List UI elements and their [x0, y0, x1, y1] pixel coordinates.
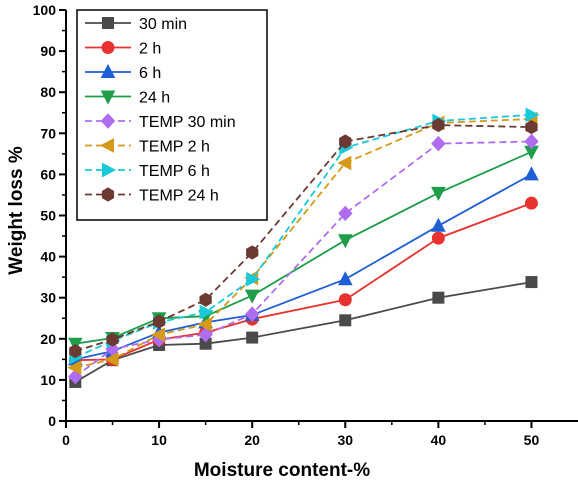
data-point-30-min — [339, 314, 352, 327]
legend-label: 6 h — [139, 65, 161, 82]
data-point-6-h — [524, 166, 539, 181]
y-tick-label: 100 — [33, 2, 57, 18]
series-layer — [67, 107, 540, 388]
data-point-30-min — [432, 291, 445, 304]
legend-marker — [101, 41, 115, 54]
data-point-temp-30-min — [245, 306, 260, 322]
data-point-temp-30-min — [198, 326, 213, 343]
plot-area: 0 10 20 30 40 50 0 10 20 30 40 50 60 70 80 90 100 — [33, 2, 578, 448]
legend-label: TEMP 6 h — [139, 163, 210, 180]
legend-item-temp-6-h: TEMP 6 h — [85, 162, 210, 180]
x-tick-label: 20 — [244, 432, 260, 448]
legend-item-30-min: 30 min — [85, 16, 187, 33]
legend-label: 24 h — [139, 90, 170, 107]
legend-marker — [102, 162, 117, 178]
series-line-24-h — [75, 150, 532, 345]
data-point-6-h — [431, 217, 446, 232]
series-line-2-h — [75, 202, 532, 362]
data-point-temp-30-min — [431, 135, 446, 152]
series-line-temp-6-h — [74, 113, 532, 359]
x-tick-label: 0 — [62, 432, 70, 448]
y-tick-label: 30 — [40, 290, 56, 306]
data-point-temp-24-h — [69, 344, 82, 359]
series-line-30-min — [74, 281, 532, 383]
x-axis-ticks: 0 10 20 30 40 50 — [62, 421, 539, 448]
data-point-temp-24-h — [246, 245, 259, 260]
y-tick-label: 0 — [48, 413, 56, 429]
x-tick-label: 40 — [431, 432, 447, 448]
series-30-min — [69, 276, 538, 388]
x-tick-label: 10 — [151, 432, 167, 448]
legend-marker — [99, 138, 114, 153]
data-point-24-h — [431, 186, 446, 201]
series-line-temp-2-h — [75, 118, 532, 369]
data-point-temp-6-h — [246, 271, 261, 287]
data-point-2-h — [431, 231, 445, 245]
y-tick-label: 90 — [40, 43, 56, 59]
data-point-temp-30-min — [524, 133, 539, 150]
data-point-temp-30-min — [338, 205, 353, 222]
data-point-temp-24-h — [199, 292, 212, 307]
data-point-temp-2-h — [197, 317, 212, 332]
data-point-24-h — [337, 234, 353, 249]
legend-label: TEMP 24 h — [139, 188, 219, 205]
data-point-temp-24-h — [106, 332, 119, 347]
legend-item-temp-24-h: TEMP 24 h — [85, 187, 219, 205]
y-tick-label: 50 — [40, 208, 56, 224]
data-point-24-h — [244, 289, 260, 304]
x-axis-title: Moisture content-% — [194, 460, 370, 481]
data-point-6-h — [337, 271, 353, 286]
legend-marker — [101, 187, 115, 202]
data-point-temp-24-h — [153, 314, 166, 329]
legend-label: TEMP 30 min — [139, 114, 236, 131]
data-point-temp-2-h — [337, 155, 352, 171]
y-axis-title: Weight loss % — [6, 146, 27, 275]
y-tick-label: 60 — [40, 166, 56, 182]
data-point-2-h — [524, 196, 538, 210]
data-point-30-min — [246, 331, 259, 344]
y-axis-ticks: 0 10 20 30 40 50 60 70 80 90 100 — [33, 2, 66, 429]
y-tick-label: 40 — [40, 249, 56, 265]
legend-item-24-h: 24 h — [85, 90, 170, 107]
legend-label: 30 min — [139, 16, 187, 33]
data-point-2-h — [338, 293, 352, 307]
legend-marker — [100, 90, 116, 105]
data-point-temp-24-h — [432, 118, 445, 133]
series-line-temp-30-min — [74, 140, 532, 378]
data-point-temp-2-h — [67, 360, 82, 375]
series-line-temp-24-h — [75, 124, 532, 352]
legend-label: TEMP 2 h — [139, 139, 210, 156]
y-tick-label: 10 — [40, 372, 56, 388]
data-point-temp-24-h — [339, 134, 352, 149]
legend-marker — [100, 63, 116, 78]
data-point-temp-2-h — [151, 327, 166, 343]
series-line-6-h — [75, 173, 532, 361]
data-point-temp-2-h — [104, 352, 119, 367]
legend-marker — [102, 17, 114, 29]
data-point-temp-6-h — [525, 107, 540, 123]
y-tick-label: 70 — [40, 125, 56, 141]
legend: 30 min 2 h 6 h 24 h TEMP 30 min TEMP 2 h TEMP … — [76, 9, 268, 221]
legend-item-temp-2-h: TEMP 2 h — [85, 138, 210, 156]
legend-item-temp-30-min: TEMP 30 min — [85, 113, 236, 131]
y-tick-label: 80 — [40, 84, 56, 100]
x-tick-label: 30 — [337, 432, 353, 448]
x-tick-label: 50 — [524, 432, 540, 448]
legend-item-2-h: 2 h — [85, 41, 161, 58]
data-point-30-min — [525, 276, 538, 289]
y-tick-label: 20 — [40, 331, 56, 347]
legend-item-6-h: 6 h — [85, 63, 161, 82]
legend-label: 2 h — [139, 41, 161, 58]
data-point-temp-6-h — [199, 304, 214, 320]
data-point-temp-24-h — [525, 120, 538, 135]
legend-marker — [100, 113, 116, 129]
series-temp-24-h — [69, 118, 538, 359]
